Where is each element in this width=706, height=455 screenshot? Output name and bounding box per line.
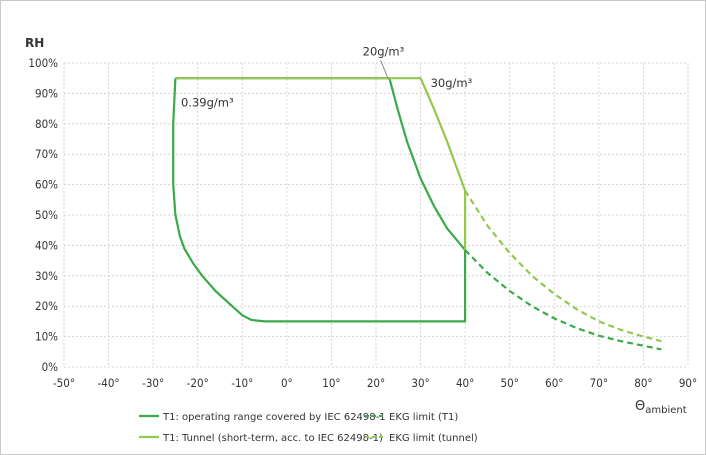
legend-item-t1-tunnel: T1: Tunnel (short-term, acc. to IEC 6249… xyxy=(139,433,383,444)
legend-label-ekg-tunnel: EKG limit (tunnel) xyxy=(389,433,478,444)
y-tick-label: 30% xyxy=(35,269,58,283)
x-axis-label: Θambient xyxy=(635,399,687,416)
y-tick-label: 90% xyxy=(35,86,58,100)
x-tick-label: -10° xyxy=(231,376,253,390)
annotation-leader-line xyxy=(380,60,389,80)
x-axis-label-sub: ambient xyxy=(645,405,686,416)
y-tick-label: 10% xyxy=(35,330,58,344)
legend: T1: operating range covered by IEC 62498… xyxy=(139,412,478,444)
y-tick-label: 20% xyxy=(35,299,58,313)
legend-label-t1-operating: T1: operating range covered by IEC 62498… xyxy=(162,412,386,423)
x-tick-label: -50° xyxy=(53,376,75,390)
legend-label-t1-tunnel: T1: Tunnel (short-term, acc. to IEC 6249… xyxy=(162,433,383,444)
y-tick-label: 40% xyxy=(35,238,58,252)
x-tick-label: 30° xyxy=(411,376,429,390)
annotation-label: 0.39g/m³ xyxy=(181,96,234,110)
x-tick-label: 50° xyxy=(501,376,519,390)
x-tick-label: 10° xyxy=(322,376,340,390)
x-tick-label: 0° xyxy=(281,376,293,390)
x-tick-label: 80° xyxy=(634,376,652,390)
x-tick-label: 40° xyxy=(456,376,474,390)
x-tick-label: 70° xyxy=(590,376,608,390)
legend-label-ekg-t1: EKG limit (T1) xyxy=(389,412,458,423)
x-tick-label: 20° xyxy=(367,376,385,390)
series-line-2 xyxy=(464,249,662,351)
series-line-0 xyxy=(172,77,467,323)
annotation-label: 30g/m³ xyxy=(431,76,473,90)
y-tick-label: 100% xyxy=(28,56,58,70)
annotation-label: 20g/m³ xyxy=(363,44,405,58)
x-axis-label-main: Θ xyxy=(635,399,645,414)
x-tick-label: 90° xyxy=(679,376,697,390)
legend-item-ekg-t1: EKG limit (T1) xyxy=(365,412,458,423)
y-tick-label: 60% xyxy=(35,178,58,192)
x-tick-label: -40° xyxy=(98,376,120,390)
x-tick-label: -20° xyxy=(187,376,209,390)
series-line-3 xyxy=(464,190,662,343)
x-tick-label: 60° xyxy=(545,376,563,390)
y-axis-label: RH xyxy=(25,36,44,50)
x-tick-label: -30° xyxy=(142,376,164,390)
y-tick-label: 80% xyxy=(35,117,58,131)
legend-item-ekg-tunnel: EKG limit (tunnel) xyxy=(365,433,478,444)
legend-item-t1-operating: T1: operating range covered by IEC 62498… xyxy=(139,412,386,423)
y-tick-label: 50% xyxy=(35,208,58,222)
y-tick-label: 70% xyxy=(35,147,58,161)
y-tick-label: 0% xyxy=(42,360,59,374)
